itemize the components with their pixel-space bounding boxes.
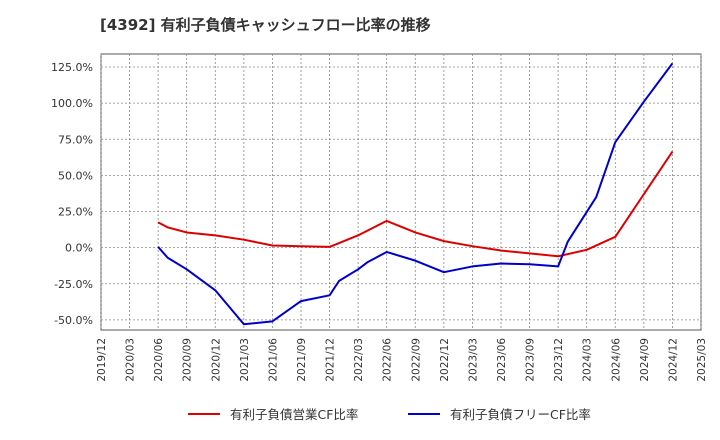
x-tick-label: 2022/12 [439, 338, 451, 382]
legend-label-1: 有利子負債営業CF比率 [230, 407, 358, 422]
chart-title: [4392] 有利子負債キャッシュフロー比率の推移 [100, 16, 431, 34]
x-tick-label: 2023/09 [525, 338, 537, 382]
x-tick-label: 2022/09 [410, 338, 422, 382]
x-tick-label: 2022/03 [353, 338, 365, 382]
y-tick-label: 0.0% [65, 242, 93, 255]
y-tick-label: 75.0% [58, 133, 93, 146]
x-tick-label: 2023/12 [553, 338, 565, 382]
y-tick-label: 25.0% [58, 206, 93, 219]
series-line-1 [157, 150, 674, 258]
x-tick-label: 2023/03 [467, 338, 479, 382]
x-tick-label: 2021/03 [239, 338, 251, 382]
plot-frame [100, 53, 702, 331]
x-tick-label: 2025/03 [696, 338, 708, 382]
legend-label-2: 有利子負債フリーCF比率 [450, 407, 591, 422]
x-tick-label: 2024/12 [667, 338, 679, 382]
x-tick-label: 2019/12 [96, 338, 108, 382]
x-tick-label: 2020/03 [125, 338, 137, 382]
y-tick-label: 125.0% [51, 61, 93, 74]
x-tick-label: 2024/06 [610, 338, 622, 382]
y-tick-label: -50.0% [54, 314, 93, 327]
x-tick-label: 2024/03 [582, 338, 594, 382]
x-tick-label: 2020/06 [153, 338, 165, 382]
x-tick-label: 2021/06 [267, 338, 279, 382]
x-tick-label: 2021/12 [325, 338, 337, 382]
y-tick-label: 50.0% [58, 169, 93, 182]
x-tick-label: 2024/09 [639, 338, 651, 382]
y-tick-label: -25.0% [54, 278, 93, 291]
x-tick-label: 2021/09 [296, 338, 308, 382]
x-tick-label: 2020/12 [210, 338, 222, 382]
x-tick-label: 2020/09 [182, 338, 194, 382]
x-tick-label: 2022/06 [382, 338, 394, 382]
x-tick-label: 2023/06 [496, 338, 508, 382]
y-tick-label: 100.0% [51, 97, 93, 110]
